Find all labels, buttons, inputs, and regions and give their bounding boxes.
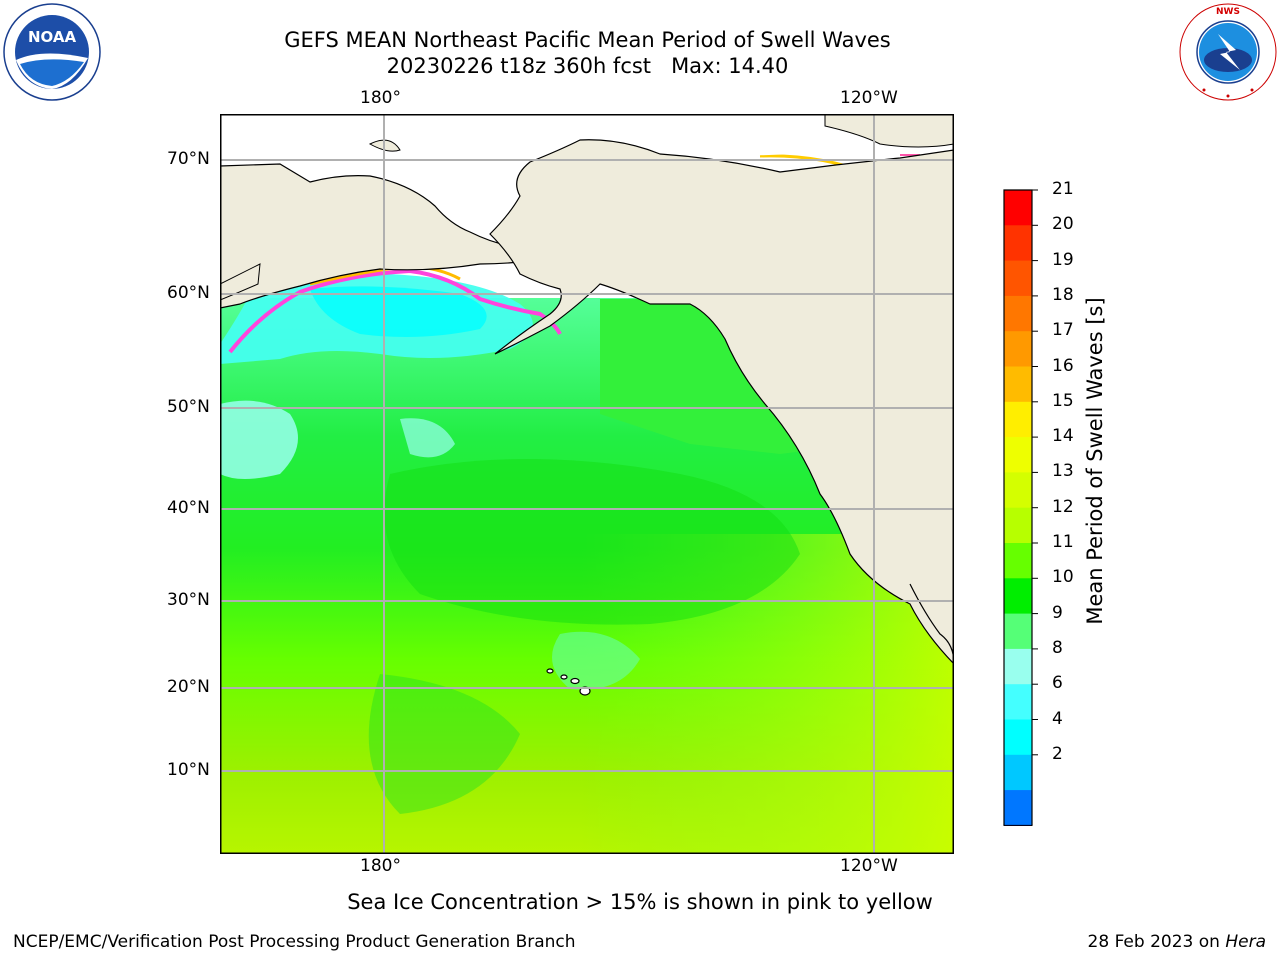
colorbar-tick-label: 6 <box>1052 673 1063 694</box>
colorbar-swatch <box>1004 225 1032 262</box>
colorbar-tick-label: 17 <box>1052 320 1074 341</box>
colorbar-tick-label: 12 <box>1052 496 1074 517</box>
chart-subtitle: 20230226 t18z 360h fcst Max: 14.40 <box>386 54 789 78</box>
lon-label-top-120w: 120°W <box>840 88 898 108</box>
colorbar-swatch <box>1004 260 1032 297</box>
colorbar-swatch <box>1004 190 1032 226</box>
colorbar <box>1000 186 1040 855</box>
svg-text:NWS: NWS <box>1216 7 1240 17</box>
lat-label-60n: 60°N <box>167 283 210 303</box>
lat-label-50n: 50°N <box>167 397 210 417</box>
colorbar-swatch <box>1004 719 1032 756</box>
colorbar-tick-label: 4 <box>1052 708 1063 729</box>
colorbar-swatch <box>1004 331 1032 367</box>
colorbar-tick-label: 2 <box>1052 743 1063 764</box>
colorbar-swatch <box>1004 401 1032 438</box>
colorbar-tick-label: 10 <box>1052 567 1074 588</box>
colorbar-ticks: 21 20 19 18 17 16 15 14 13 12 11 10 9 8 6 4 2 <box>1052 0 1092 960</box>
colorbar-tick-label: 16 <box>1052 355 1074 376</box>
lat-label-30n: 30°N <box>167 590 210 610</box>
colorbar-tick-label: 13 <box>1052 461 1074 482</box>
footer-right: 28 Feb 2023 on Hera <box>1088 932 1266 952</box>
colorbar-swatch <box>1004 754 1032 791</box>
colorbar-swatch <box>1004 295 1032 332</box>
footer-date: 28 Feb 2023 on <box>1087 932 1226 952</box>
nws-logo: NWS <box>1178 2 1278 102</box>
colorbar-tick-label: 11 <box>1052 532 1074 552</box>
land-north-america <box>489 139 955 666</box>
colorbar-swatch <box>1004 507 1032 544</box>
lat-label-10n: 10°N <box>167 760 210 780</box>
colorbar-tick-label: 20 <box>1052 214 1074 235</box>
lon-label-bottom-180: 180° <box>360 856 401 876</box>
lat-label-40n: 40°N <box>167 498 210 518</box>
sea-ice-caption: Sea Ice Concentration > 15% is shown in … <box>347 890 933 914</box>
colorbar-swatch <box>1004 578 1032 615</box>
noaa-logo: NOAA <box>2 2 102 102</box>
lon-label-top-180: 180° <box>360 88 401 108</box>
colorbar-swatch <box>1004 472 1032 509</box>
colorbar-swatch <box>1004 437 1032 473</box>
graticule <box>220 114 954 854</box>
colorbar-tick-label: 14 <box>1052 426 1074 447</box>
colorbar-extend-arrow <box>1003 824 1033 855</box>
chart-title: GEFS MEAN Northeast Pacific Mean Period … <box>284 28 891 52</box>
colorbar-tick-label: 15 <box>1052 390 1074 411</box>
colorbar-tick-label: 18 <box>1052 284 1074 305</box>
lon-label-bottom-120w: 120°W <box>840 856 898 876</box>
map-panel <box>219 113 955 854</box>
colorbar-label: Mean Period of Swell Waves [s] <box>1083 297 1107 625</box>
noaa-logo-text: NOAA <box>28 28 77 46</box>
colorbar-swatch <box>1004 684 1032 720</box>
colorbar-swatch <box>1004 543 1032 579</box>
colorbar-tick-label: 19 <box>1052 249 1074 270</box>
colorbar-tick-label: 21 <box>1052 179 1074 199</box>
sea-ice-edge <box>228 268 562 354</box>
colorbar-tick-label: 8 <box>1052 637 1063 658</box>
lat-label-20n: 20°N <box>167 677 210 697</box>
lat-label-70n: 70°N <box>167 149 210 169</box>
footer-left: NCEP/EMC/Verification Post Processing Pr… <box>13 932 576 952</box>
colorbar-tick-label: 9 <box>1052 602 1063 623</box>
colorbar-swatch <box>1004 790 1032 826</box>
colorbar-swatch <box>1004 613 1032 650</box>
colorbar-swatch <box>1004 648 1032 685</box>
swell-period-map <box>219 113 955 854</box>
footer-system: Hera <box>1225 932 1266 952</box>
colorbar-swatch <box>1004 366 1032 403</box>
